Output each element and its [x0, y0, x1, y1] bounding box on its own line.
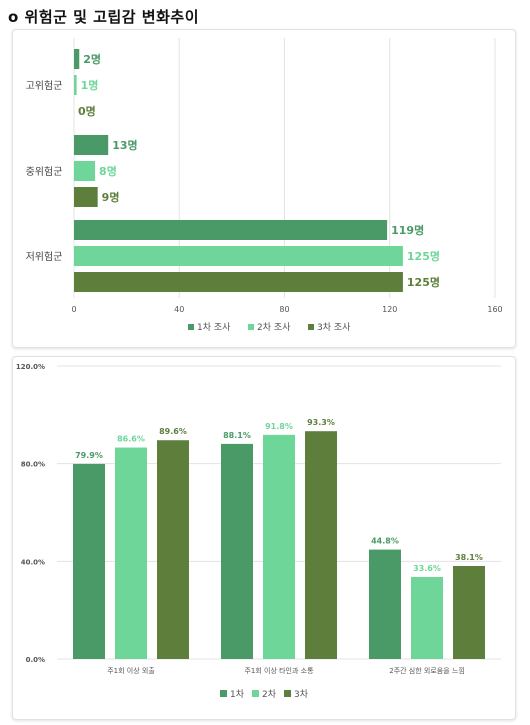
- data-label: 2명: [83, 52, 101, 66]
- legend-swatch: [284, 690, 291, 697]
- legend-entry: 3차: [294, 688, 309, 700]
- x-tick-label: 160: [487, 305, 502, 314]
- bar: [74, 187, 98, 207]
- data-label: 1명: [81, 78, 99, 92]
- legend-entry: 3차 조사: [317, 321, 351, 333]
- data-label: 91.8%: [265, 422, 293, 431]
- y-tick-label: 80.0%: [21, 461, 45, 469]
- legend-entry: 1차: [230, 688, 245, 700]
- data-label: 44.8%: [371, 537, 399, 546]
- data-label: 13명: [112, 138, 137, 152]
- isolation-bar-chart: 0.0% 40.0% 80.0% 120.0% 79.9% 86.6% 89.6% 주1회 이…: [16, 363, 501, 700]
- bar: [221, 443, 253, 659]
- data-label: 86.6%: [117, 435, 145, 444]
- x-tick-label: 40: [174, 305, 184, 314]
- category-label: 주1회 이상 타인과 소통: [244, 666, 314, 675]
- category-label: 주1회 이상 외출: [107, 666, 155, 675]
- bar: [74, 135, 109, 155]
- data-label: 0명: [78, 104, 96, 118]
- legend-entry: 1차 조사: [197, 321, 231, 333]
- bar: [74, 220, 388, 240]
- category-label: 고위험군: [26, 79, 63, 92]
- bar: [74, 246, 403, 266]
- data-label: 38.1%: [455, 553, 483, 562]
- category-label: 2주간 심한 외로움을 느낌: [389, 666, 465, 675]
- data-label: 89.6%: [159, 427, 187, 436]
- data-label: 125명: [407, 275, 440, 289]
- category-label: 저위험군: [26, 250, 63, 263]
- category-label: 중위험군: [26, 165, 63, 178]
- data-label: 88.1%: [223, 431, 251, 440]
- legend-swatch: [248, 324, 254, 330]
- bar: [115, 447, 147, 659]
- x-tick-label: 120: [382, 305, 397, 314]
- bar: [157, 440, 189, 659]
- page-title: o 위험군 및 고립감 변화추이: [8, 8, 199, 26]
- bar: [453, 565, 485, 659]
- legend-swatch: [252, 690, 259, 697]
- bar: [73, 463, 105, 659]
- data-label: 79.9%: [75, 451, 103, 460]
- legend-entry: 2차: [262, 688, 277, 700]
- legend-swatch: [220, 690, 227, 697]
- bar: [74, 49, 80, 69]
- bar: [74, 161, 96, 181]
- bar: [369, 549, 401, 659]
- data-label: 33.6%: [413, 564, 441, 573]
- y-tick-label: 0.0%: [26, 656, 45, 664]
- legend-swatch: [308, 324, 314, 330]
- data-label: 125명: [407, 249, 440, 263]
- x-tick-label: 80: [279, 305, 289, 314]
- legend-entry: 2차 조사: [257, 321, 291, 333]
- data-label: 9명: [102, 190, 120, 204]
- data-label: 8명: [99, 164, 117, 178]
- legend-swatch: [188, 324, 194, 330]
- isolation-chart-panel: 0.0% 40.0% 80.0% 120.0% 79.9% 86.6% 89.6% 주1회 이…: [12, 356, 516, 720]
- data-label: 119명: [391, 223, 424, 237]
- x-tick-label: 0: [71, 305, 76, 314]
- data-label: 93.3%: [307, 418, 335, 427]
- y-tick-label: 40.0%: [21, 558, 45, 566]
- bar: [305, 431, 337, 659]
- bar: [74, 75, 77, 95]
- y-tick-label: 120.0%: [16, 363, 45, 371]
- bar: [74, 272, 403, 292]
- bar: [411, 576, 443, 659]
- bar: [263, 434, 295, 659]
